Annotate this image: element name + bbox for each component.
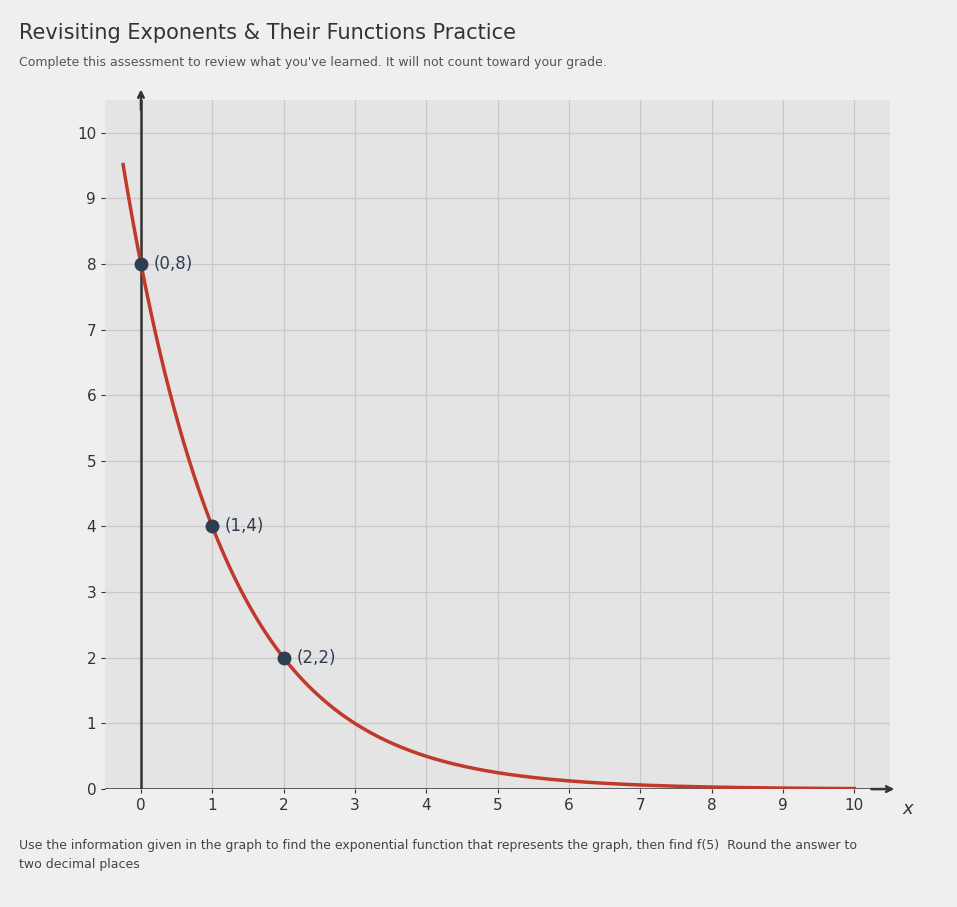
Text: (0,8): (0,8) xyxy=(154,255,193,273)
Text: Revisiting Exponents & Their Functions Practice: Revisiting Exponents & Their Functions P… xyxy=(19,23,516,43)
Text: x: x xyxy=(902,800,913,818)
Text: Complete this assessment to review what you've learned. It will not count toward: Complete this assessment to review what … xyxy=(19,56,607,69)
Text: (1,4): (1,4) xyxy=(225,518,264,535)
Text: Use the information given in the graph to find the exponential function that rep: Use the information given in the graph t… xyxy=(19,839,857,871)
Text: (2,2): (2,2) xyxy=(297,649,336,667)
